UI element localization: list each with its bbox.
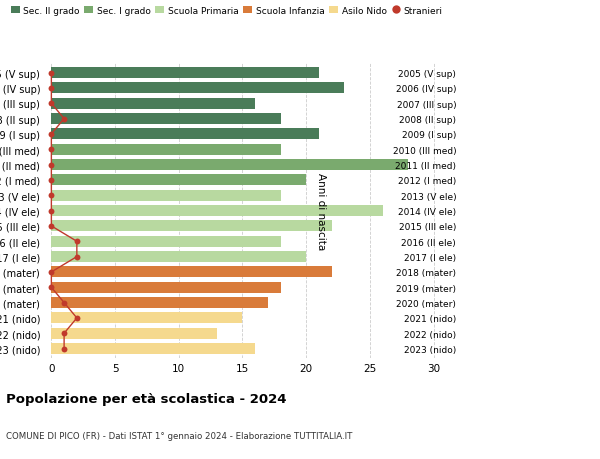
Y-axis label: Anni di nascita: Anni di nascita bbox=[316, 173, 326, 250]
Point bbox=[47, 131, 56, 138]
Point bbox=[47, 101, 56, 108]
Point bbox=[59, 299, 69, 307]
Bar bbox=[52, 297, 268, 308]
Bar bbox=[52, 145, 281, 156]
Point bbox=[59, 116, 69, 123]
Point bbox=[72, 238, 82, 246]
Text: COMUNE DI PICO (FR) - Dati ISTAT 1° gennaio 2024 - Elaborazione TUTTITALIA.IT: COMUNE DI PICO (FR) - Dati ISTAT 1° genn… bbox=[6, 431, 352, 441]
Bar bbox=[52, 99, 255, 110]
Bar bbox=[52, 129, 319, 140]
Point bbox=[72, 253, 82, 261]
Point bbox=[59, 345, 69, 353]
Bar bbox=[52, 267, 332, 278]
Bar bbox=[52, 68, 319, 79]
Point bbox=[47, 177, 56, 184]
Bar bbox=[52, 328, 217, 339]
Bar bbox=[52, 190, 281, 202]
Point bbox=[47, 284, 56, 291]
Point bbox=[47, 207, 56, 215]
Point bbox=[47, 269, 56, 276]
Point bbox=[47, 146, 56, 154]
Bar bbox=[52, 221, 332, 232]
Bar bbox=[52, 252, 306, 263]
Legend: Sec. II grado, Sec. I grado, Scuola Primaria, Scuola Infanzia, Asilo Nido, Stran: Sec. II grado, Sec. I grado, Scuola Prim… bbox=[11, 7, 443, 16]
Bar bbox=[52, 175, 306, 186]
Point bbox=[47, 192, 56, 200]
Bar bbox=[52, 114, 281, 125]
Point bbox=[47, 162, 56, 169]
Point bbox=[47, 223, 56, 230]
Text: Popolazione per età scolastica - 2024: Popolazione per età scolastica - 2024 bbox=[6, 392, 287, 405]
Point bbox=[72, 314, 82, 322]
Point bbox=[59, 330, 69, 337]
Bar bbox=[52, 236, 281, 247]
Bar bbox=[52, 83, 344, 94]
Bar bbox=[52, 160, 408, 171]
Point bbox=[47, 85, 56, 92]
Bar bbox=[52, 206, 383, 217]
Bar bbox=[52, 313, 242, 324]
Bar bbox=[52, 282, 281, 293]
Point bbox=[47, 70, 56, 77]
Bar bbox=[52, 343, 255, 354]
